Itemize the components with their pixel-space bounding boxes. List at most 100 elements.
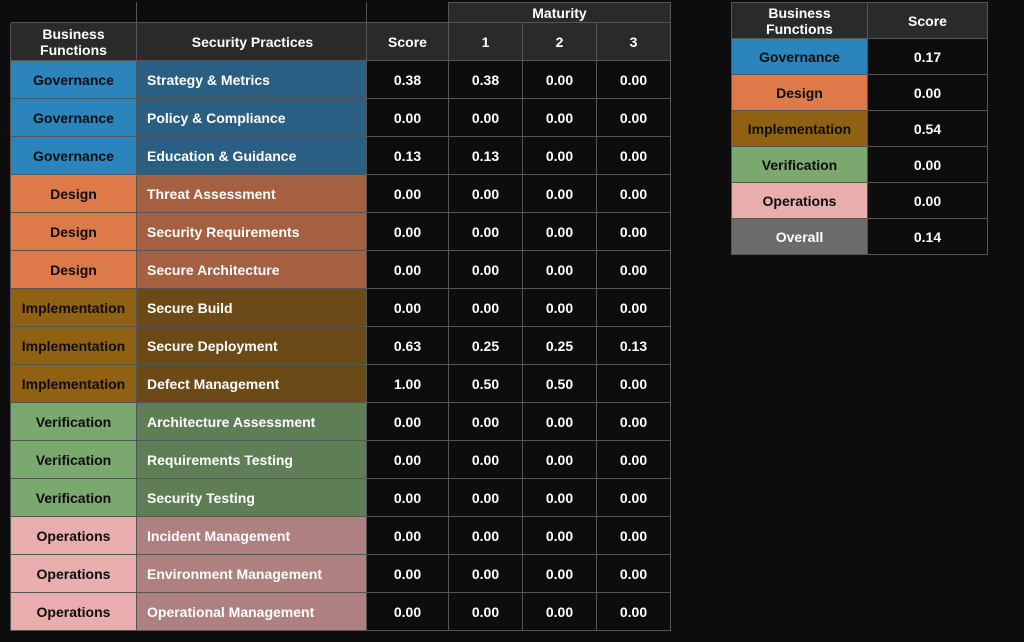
maturity-cell: 0.00 [449,479,523,517]
score-cell: 0.00 [367,289,449,327]
maturity-cell: 0.00 [449,517,523,555]
maturity-cell: 0.00 [597,441,671,479]
function-cell: Operations [732,183,868,219]
score-cell: 0.00 [367,213,449,251]
score-cell: 0.14 [868,219,988,255]
maturity-cell: 0.13 [449,137,523,175]
function-cell: Governance [732,39,868,75]
maturity-cell: 0.00 [597,251,671,289]
table-row: ImplementationDefect Management1.000.500… [11,365,671,403]
function-cell: Design [11,251,137,289]
function-cell: Verification [11,479,137,517]
maturity-cell: 0.00 [523,213,597,251]
table-row: ImplementationSecure Build0.000.000.000.… [11,289,671,327]
maturity-cell: 0.00 [597,61,671,99]
score-cell: 0.13 [367,137,449,175]
layout-container: Maturity Business Functions Security Pra… [0,0,1024,633]
header-label: Business Functions [766,5,833,37]
header-score: Score [367,23,449,61]
table-row: DesignSecure Architecture0.000.000.000.0… [11,251,671,289]
maturity-cell: 0.50 [523,365,597,403]
maturity-cell: 0.00 [449,251,523,289]
practice-cell: Requirements Testing [137,441,367,479]
maturity-cell: 0.00 [597,593,671,631]
function-cell: Design [732,75,868,111]
function-cell: Operations [11,593,137,631]
function-cell: Operations [11,517,137,555]
header-m2: 2 [523,23,597,61]
maturity-cell: 0.00 [523,61,597,99]
maturity-cell: 0.00 [597,289,671,327]
score-cell: 0.54 [868,111,988,147]
score-cell: 0.38 [367,61,449,99]
maturity-cell: 0.00 [523,251,597,289]
header-blank [137,3,367,23]
table-row: DesignSecurity Requirements0.000.000.000… [11,213,671,251]
header-score: Score [868,3,988,39]
maturity-cell: 0.00 [523,403,597,441]
practice-cell: Incident Management [137,517,367,555]
practice-cell: Policy & Compliance [137,99,367,137]
function-cell: Governance [11,61,137,99]
maturity-cell: 0.00 [597,517,671,555]
header-blank [367,3,449,23]
score-cell: 0.63 [367,327,449,365]
function-cell: Design [11,175,137,213]
table-row: GovernanceEducation & Guidance0.130.130.… [11,137,671,175]
practice-cell: Operational Management [137,593,367,631]
header-business-functions: Business Functions [11,23,137,61]
function-cell: Governance [11,137,137,175]
maturity-cell: 0.00 [597,213,671,251]
maturity-cell: 0.00 [449,213,523,251]
header-m1: 1 [449,23,523,61]
score-cell: 0.00 [868,75,988,111]
maturity-cell: 0.00 [449,403,523,441]
header-blank [11,3,137,23]
maturity-cell: 0.38 [449,61,523,99]
header-maturity: Maturity [449,3,671,23]
function-cell: Overall [732,219,868,255]
header-security-practices: Security Practices [137,23,367,61]
maturity-cell: 0.00 [597,365,671,403]
table-row: Implementation0.54 [732,111,988,147]
maturity-cell: 0.00 [597,99,671,137]
maturity-cell: 0.00 [523,593,597,631]
table-row: Governance0.17 [732,39,988,75]
function-cell: Design [11,213,137,251]
practice-cell: Secure Deployment [137,327,367,365]
summary-table-header: Business Functions Score [732,3,988,39]
score-cell: 0.00 [367,555,449,593]
score-cell: 0.17 [868,39,988,75]
header-m3: 3 [597,23,671,61]
maturity-cell: 0.00 [523,441,597,479]
practice-cell: Education & Guidance [137,137,367,175]
practice-cell: Secure Architecture [137,251,367,289]
table-row: DesignThreat Assessment0.000.000.000.00 [11,175,671,213]
maturity-table-header: Maturity Business Functions Security Pra… [11,3,671,61]
table-row: VerificationArchitecture Assessment0.000… [11,403,671,441]
maturity-cell: 0.25 [449,327,523,365]
maturity-table-body: GovernanceStrategy & Metrics0.380.380.00… [11,61,671,631]
score-cell: 0.00 [367,479,449,517]
table-row: GovernancePolicy & Compliance0.000.000.0… [11,99,671,137]
maturity-table: Maturity Business Functions Security Pra… [10,2,671,631]
function-cell: Implementation [11,289,137,327]
score-cell: 1.00 [367,365,449,403]
maturity-cell: 0.00 [597,479,671,517]
function-cell: Operations [11,555,137,593]
maturity-cell: 0.00 [449,99,523,137]
function-cell: Verification [11,403,137,441]
function-cell: Implementation [11,365,137,403]
score-cell: 0.00 [868,147,988,183]
table-row: VerificationRequirements Testing0.000.00… [11,441,671,479]
score-cell: 0.00 [367,441,449,479]
score-cell: 0.00 [367,175,449,213]
practice-cell: Threat Assessment [137,175,367,213]
table-row: OperationsEnvironment Management0.000.00… [11,555,671,593]
score-cell: 0.00 [367,251,449,289]
table-row: VerificationSecurity Testing0.000.000.00… [11,479,671,517]
maturity-cell: 0.50 [449,365,523,403]
function-cell: Verification [732,147,868,183]
practice-cell: Secure Build [137,289,367,327]
score-cell: 0.00 [367,99,449,137]
